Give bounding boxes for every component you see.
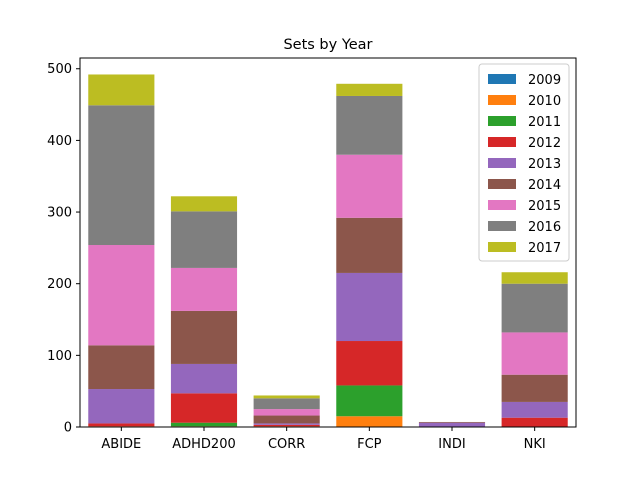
legend-box (478, 63, 570, 262)
y-tick-label: 0 (64, 421, 72, 436)
bar-segment-abide-2016 (88, 105, 155, 246)
legend-swatch-2013 (488, 158, 516, 168)
x-tick-label: INDI (438, 437, 465, 452)
legend-swatch-2016 (488, 221, 516, 231)
bar-segment-abide-2012 (88, 423, 155, 427)
x-tick-label: NKI (524, 437, 546, 452)
axes-layer: 0 100 200 300 400 500 ABIDE ADHD200 CORR FCP INDI N… (47, 57, 577, 452)
bar-segment-adhd200-2012 (170, 393, 238, 423)
bar-segment-fcp-2012 (336, 341, 403, 386)
y-tick-label: 500 (47, 62, 72, 77)
bar-segment-nki-2013 (501, 401, 568, 418)
bar-segment-fcp-2016 (336, 95, 403, 155)
bar-segment-adhd200-2014 (170, 310, 238, 364)
legend-label-2014: 2014 (528, 178, 561, 193)
bar-segment-nki-2017 (501, 272, 568, 284)
bar-segment-adhd200-2017 (170, 196, 238, 212)
bar-segment-adhd200-2013 (170, 363, 238, 394)
bar-segment-nki-2015 (501, 332, 568, 375)
legend: 2009 2010 2011 2012 2013 2014 2015 2016 2017 (478, 63, 570, 262)
bar-segment-abide-2015 (88, 245, 155, 346)
bar-segment-corr-2015 (253, 409, 320, 416)
legend-swatch-2017 (488, 242, 516, 252)
plot-frame (79, 57, 577, 428)
y-tick-label: 200 (47, 277, 72, 292)
bar-segment-indi-2013 (418, 422, 486, 427)
legend-label-2009: 2009 (528, 73, 561, 88)
legend-label-2015: 2015 (528, 199, 561, 214)
bar-segment-corr-2012 (253, 424, 320, 427)
y-tick-label: 100 (47, 349, 72, 364)
y-tick-label: 400 (47, 134, 72, 149)
legend-label-2010: 2010 (528, 94, 561, 109)
bar-segment-adhd200-2015 (170, 267, 238, 311)
legend-swatch-2012 (488, 137, 516, 147)
bar-segment-fcp-2010 (336, 416, 403, 427)
legend-swatch-2015 (488, 200, 516, 210)
x-tick-label: CORR (268, 437, 305, 452)
legend-label-2011: 2011 (528, 115, 561, 130)
bar-segment-indi-2014 (418, 421, 486, 423)
x-tick-label: ADHD200 (172, 437, 236, 452)
bar-segment-nki-2012 (501, 417, 568, 427)
legend-label-2012: 2012 (528, 136, 561, 151)
legend-label-2017: 2017 (528, 241, 561, 256)
y-tick-label: 300 (47, 206, 72, 221)
bar-segment-adhd200-2016 (170, 211, 238, 268)
bar-segment-abide-2017 (88, 74, 155, 106)
bars-layer (88, 74, 568, 427)
bar-segment-corr-2017 (253, 395, 320, 399)
x-tick-label: ABIDE (101, 437, 141, 452)
bar-segment-fcp-2013 (336, 272, 403, 342)
bar-segment-nki-2016 (501, 283, 568, 333)
bar-segment-adhd200-2011 (170, 422, 238, 427)
legend-swatch-2011 (488, 116, 516, 126)
bar-segment-abide-2014 (88, 345, 155, 390)
bar-segment-corr-2013 (253, 423, 320, 425)
legend-swatch-2009 (488, 74, 516, 84)
legend-swatch-2010 (488, 95, 516, 105)
bar-segment-fcp-2017 (336, 83, 403, 96)
bar-segment-corr-2014 (253, 415, 320, 424)
bar-segment-abide-2013 (88, 389, 155, 424)
bar-segment-fcp-2015 (336, 154, 403, 218)
bar-segment-fcp-2014 (336, 217, 403, 273)
chart-title: Sets by Year (283, 37, 372, 53)
x-tick-label: FCP (357, 437, 382, 452)
bar-segment-nki-2014 (501, 374, 568, 402)
legend-swatch-2014 (488, 179, 516, 189)
bar-segment-fcp-2011 (336, 385, 403, 417)
bar-segment-corr-2016 (253, 398, 320, 410)
legend-label-2013: 2013 (528, 157, 561, 172)
legend-label-2016: 2016 (528, 220, 561, 235)
